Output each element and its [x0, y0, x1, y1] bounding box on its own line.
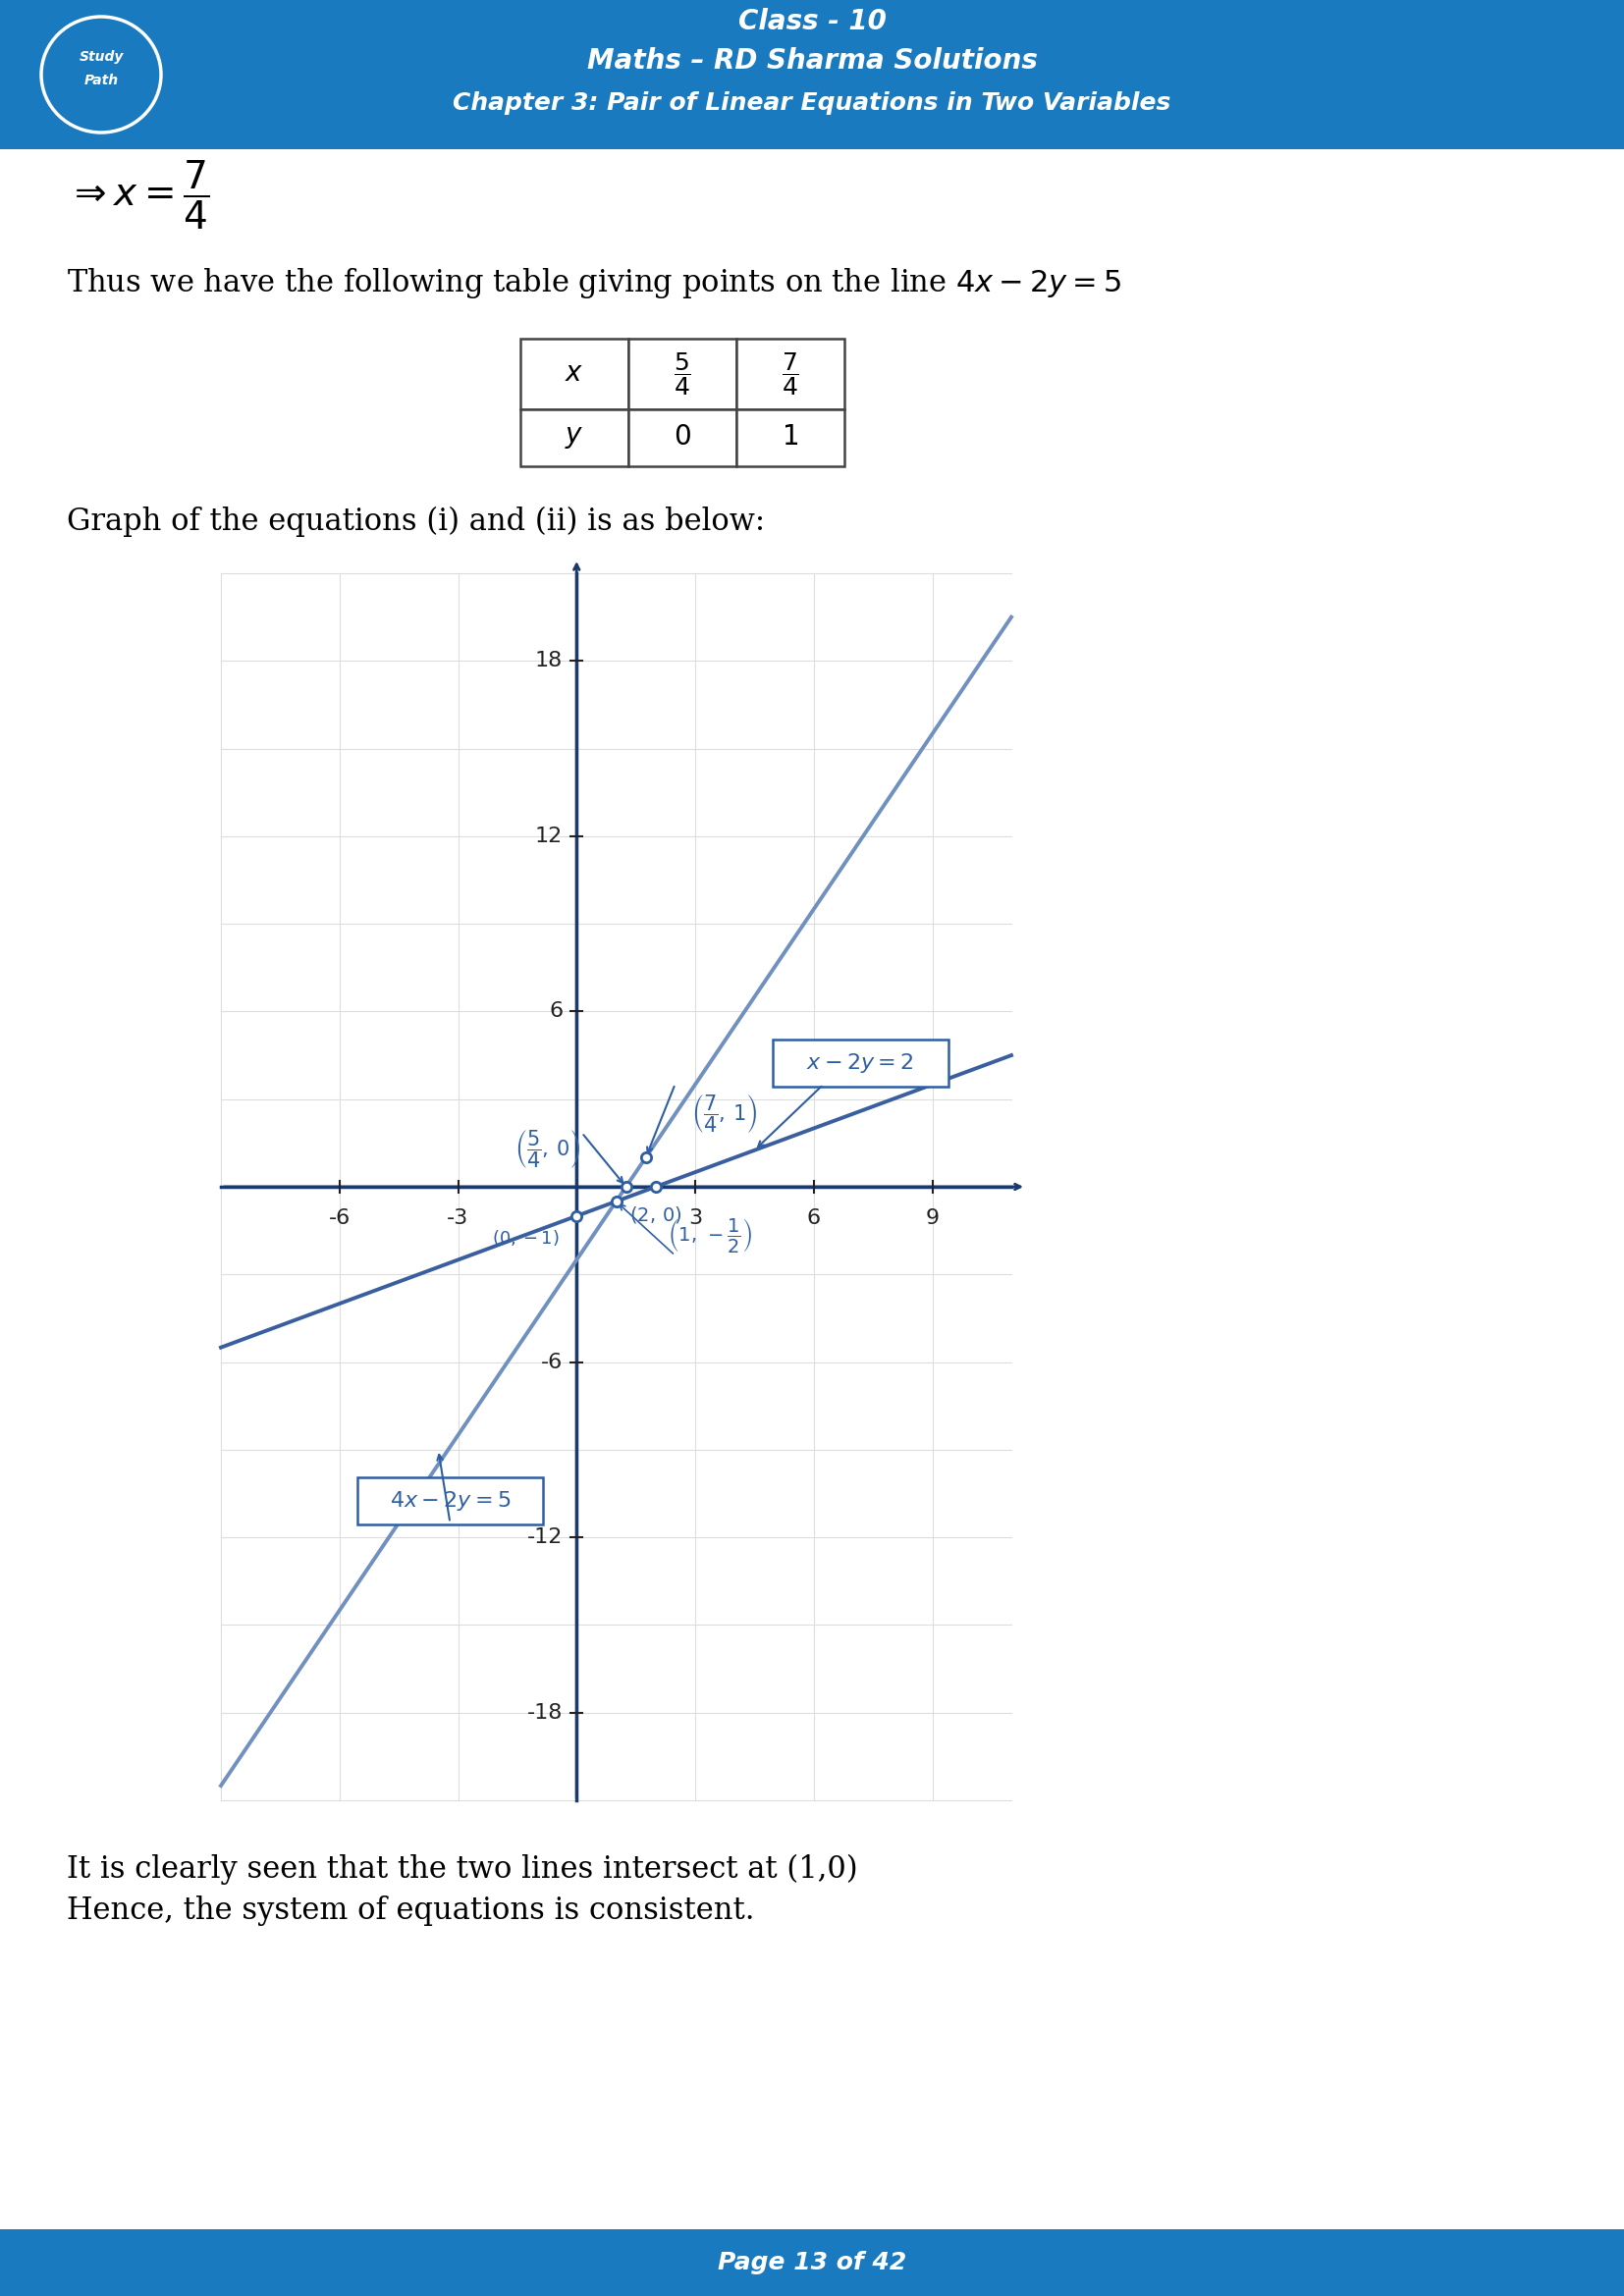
Point [633, 1139, 659, 1176]
Point [643, 1169, 669, 1205]
Bar [0, 0, 1624, 149]
Text: $x - 2y = 2$: $x - 2y = 2$ [807, 1052, 914, 1075]
Text: 12: 12 [536, 827, 564, 845]
Text: $\left(\dfrac{5}{4},\,0\right)$: $\left(\dfrac{5}{4},\,0\right)$ [515, 1127, 580, 1171]
Text: -6: -6 [328, 1208, 351, 1228]
FancyBboxPatch shape [357, 1479, 542, 1525]
Bar [736, 409, 844, 466]
Text: Hence, the system of equations is consistent.: Hence, the system of equations is consis… [67, 1894, 755, 1926]
Bar [520, 338, 628, 409]
Bar [736, 338, 844, 409]
Text: $(0,-1)$: $(0,-1)$ [492, 1228, 559, 1247]
Bar [221, 574, 1012, 1800]
Point [603, 1182, 628, 1219]
Text: It is clearly seen that the two lines intersect at (1,0): It is clearly seen that the two lines in… [67, 1853, 857, 1885]
Point [564, 1199, 590, 1235]
Text: $4x - 2y = 5$: $4x - 2y = 5$ [390, 1490, 510, 1513]
Text: $\Rightarrow x = \dfrac{7}{4}$: $\Rightarrow x = \dfrac{7}{4}$ [67, 158, 209, 232]
Text: 18: 18 [536, 652, 564, 670]
Text: 9: 9 [926, 1208, 939, 1228]
Text: -18: -18 [528, 1704, 564, 1722]
Bar [628, 409, 736, 466]
Text: Study: Study [80, 51, 123, 64]
Text: $\dfrac{5}{4}$: $\dfrac{5}{4}$ [674, 351, 692, 397]
Bar [0, 2229, 1624, 2296]
Text: -3: -3 [447, 1208, 469, 1228]
Text: $y$: $y$ [565, 425, 585, 450]
Text: $1$: $1$ [783, 425, 799, 450]
Text: $\left(\dfrac{7}{4},\,1\right)$: $\left(\dfrac{7}{4},\,1\right)$ [692, 1093, 757, 1134]
Text: $\dfrac{7}{4}$: $\dfrac{7}{4}$ [781, 351, 799, 397]
Text: $(2,\,0)$: $(2,\,0)$ [630, 1203, 682, 1224]
Text: Page 13 of 42: Page 13 of 42 [718, 2250, 906, 2275]
Text: $\left(1,\,-\dfrac{1}{2}\right)$: $\left(1,\,-\dfrac{1}{2}\right)$ [667, 1217, 752, 1256]
Text: Thus we have the following table giving points on the line $4x - 2y = 5$: Thus we have the following table giving … [67, 266, 1121, 301]
Text: Graph of the equations (i) and (ii) is as below:: Graph of the equations (i) and (ii) is a… [67, 505, 765, 537]
Text: $x$: $x$ [565, 360, 585, 388]
Bar [628, 338, 736, 409]
Text: 6: 6 [807, 1208, 820, 1228]
Text: Chapter 3: Pair of Linear Equations in Two Variables: Chapter 3: Pair of Linear Equations in T… [453, 92, 1171, 115]
Text: 6: 6 [549, 1001, 564, 1022]
FancyBboxPatch shape [773, 1040, 948, 1086]
Text: -6: -6 [541, 1352, 564, 1373]
Text: Class - 10: Class - 10 [737, 7, 887, 34]
Text: -12: -12 [528, 1527, 564, 1548]
Text: Maths – RD Sharma Solutions: Maths – RD Sharma Solutions [586, 48, 1038, 73]
Bar [520, 409, 628, 466]
Point [612, 1169, 638, 1205]
Text: Path: Path [84, 73, 119, 87]
Text: 3: 3 [689, 1208, 702, 1228]
Text: $0$: $0$ [674, 425, 692, 450]
